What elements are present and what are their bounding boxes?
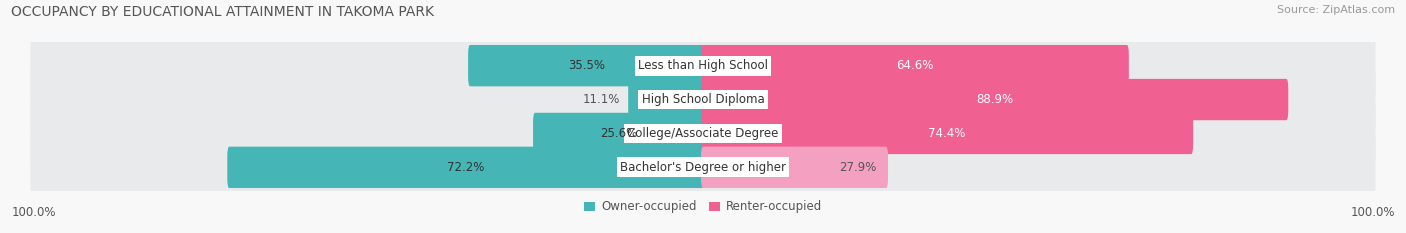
- Text: OCCUPANCY BY EDUCATIONAL ATTAINMENT IN TAKOMA PARK: OCCUPANCY BY EDUCATIONAL ATTAINMENT IN T…: [11, 5, 434, 19]
- FancyBboxPatch shape: [228, 147, 704, 188]
- FancyBboxPatch shape: [628, 79, 704, 120]
- Text: 35.5%: 35.5%: [568, 59, 605, 72]
- Text: Source: ZipAtlas.com: Source: ZipAtlas.com: [1277, 5, 1395, 15]
- Text: 100.0%: 100.0%: [1350, 206, 1395, 219]
- FancyBboxPatch shape: [31, 61, 1375, 139]
- Text: College/Associate Degree: College/Associate Degree: [627, 127, 779, 140]
- FancyBboxPatch shape: [468, 45, 704, 86]
- Text: 88.9%: 88.9%: [976, 93, 1014, 106]
- Text: 11.1%: 11.1%: [583, 93, 620, 106]
- Text: 64.6%: 64.6%: [896, 59, 934, 72]
- Legend: Owner-occupied, Renter-occupied: Owner-occupied, Renter-occupied: [579, 195, 827, 218]
- FancyBboxPatch shape: [533, 113, 704, 154]
- FancyBboxPatch shape: [702, 45, 1129, 86]
- Text: 72.2%: 72.2%: [447, 161, 485, 174]
- FancyBboxPatch shape: [31, 94, 1375, 172]
- Text: Bachelor's Degree or higher: Bachelor's Degree or higher: [620, 161, 786, 174]
- FancyBboxPatch shape: [31, 27, 1375, 105]
- Text: 74.4%: 74.4%: [928, 127, 966, 140]
- Text: 27.9%: 27.9%: [839, 161, 876, 174]
- Text: 100.0%: 100.0%: [11, 206, 56, 219]
- Text: Less than High School: Less than High School: [638, 59, 768, 72]
- Text: 25.6%: 25.6%: [600, 127, 638, 140]
- FancyBboxPatch shape: [702, 79, 1288, 120]
- FancyBboxPatch shape: [702, 113, 1194, 154]
- FancyBboxPatch shape: [31, 128, 1375, 206]
- FancyBboxPatch shape: [702, 147, 889, 188]
- Text: High School Diploma: High School Diploma: [641, 93, 765, 106]
